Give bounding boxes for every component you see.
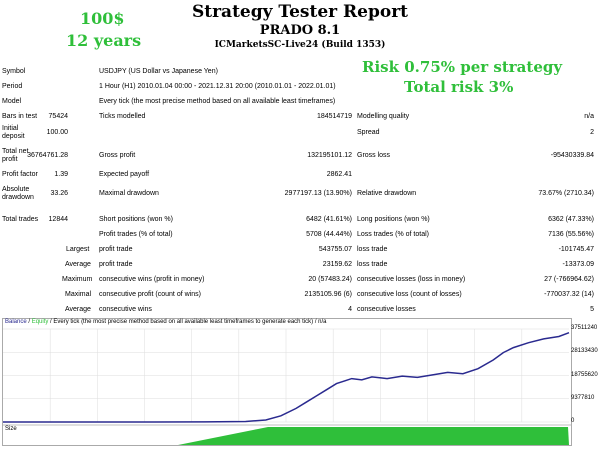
avg-wins-label: consecutive wins	[99, 306, 152, 313]
net-label-1: Total net	[2, 148, 29, 155]
model-value: Every tick (the most precise method base…	[99, 98, 336, 105]
avg-wins-value: 4	[348, 306, 352, 313]
maximal-loss-value: -770037.32 (14)	[544, 291, 594, 298]
quality-label: Modelling quality	[357, 113, 410, 120]
largest-loss-value: -101745.47	[558, 246, 594, 253]
spread-label: Spread	[357, 129, 380, 136]
caption-equity: Equity	[31, 319, 49, 325]
years-overlay: 12 years	[66, 31, 142, 50]
short-label: Short positions (won %)	[99, 216, 173, 223]
trades-label: Total trades	[2, 216, 39, 223]
total-risk-overlay: Total risk 3%	[404, 78, 514, 96]
pf-value: 1.39	[54, 171, 68, 178]
maximum-word: Maximum	[62, 276, 93, 283]
size-volume-area	[178, 427, 569, 445]
net-value: 36764761.28	[27, 152, 68, 159]
period-label: Period	[2, 83, 23, 90]
trades-value: 12844	[48, 216, 68, 223]
avg-losses-label: consecutive losses	[357, 306, 416, 313]
y-tick-label: 9377810	[571, 394, 595, 401]
average-profit-label: profit trade	[99, 261, 133, 268]
y-tick-label: 28133430	[571, 348, 598, 355]
avg-consec-word: Average	[65, 306, 91, 313]
payoff-label: Expected payoff	[99, 171, 150, 178]
long-value: 6362 (47.33%)	[548, 216, 594, 223]
loss-trades-label: Loss trades (% of total)	[357, 231, 429, 238]
period-value: 1 Hour (H1) 2010.01.04 00:00 - 2021.12.3…	[99, 83, 336, 90]
chart-caption: Balance / Equity / Every tick (the most …	[5, 319, 327, 325]
gross-loss-label: Gross loss	[357, 152, 391, 159]
max-dd-value: 2977197.13 (13.90%)	[284, 190, 352, 197]
pf-label: Profit factor	[2, 171, 38, 178]
caption-balance: Balance	[5, 319, 27, 325]
profit-trades-value: 5708 (44.44%)	[306, 231, 352, 238]
short-value: 6482 (41.61%)	[306, 216, 352, 223]
loss-trades-value: 7136 (55.56%)	[548, 231, 594, 238]
deposit-label-1: Initial	[2, 125, 19, 132]
symbol-label: Symbol	[2, 68, 26, 75]
largest-loss-label: loss trade	[357, 246, 388, 253]
maximal-loss-label: consecutive loss (count of losses)	[357, 291, 462, 298]
y-tick-label: 37511240	[571, 325, 598, 331]
deposit-overlay: 100$	[80, 9, 125, 28]
bars-value: 75424	[48, 113, 68, 120]
payoff-value: 2862.41	[326, 171, 352, 178]
average-profit-value: 23159.62	[322, 261, 352, 268]
size-label: Size	[5, 426, 17, 432]
average-loss-label: loss trade	[357, 261, 388, 268]
maximal-profit-value: 2135105.96 (6)	[304, 291, 352, 298]
model-label: Model	[2, 98, 22, 105]
largest-word: Largest	[66, 246, 90, 253]
ticks-value: 184514719	[316, 113, 352, 120]
y-tick-label: 18755620	[571, 371, 598, 378]
avg-losses-value: 5	[590, 306, 594, 313]
deposit-label-2: deposit	[2, 133, 25, 140]
max-wins-value: 20 (57483.24)	[308, 276, 352, 283]
y-tick-label: 0	[571, 418, 575, 424]
max-losses-value: 27 (-766964.62)	[544, 276, 594, 283]
average-loss-value: -13373.09	[562, 261, 594, 268]
long-label: Long positions (won %)	[357, 216, 430, 223]
balance-chart-svg	[3, 328, 571, 445]
balance-chart	[2, 318, 572, 446]
maximal-word: Maximal	[65, 291, 92, 298]
ticks-label: Ticks modelled	[99, 113, 146, 120]
symbol-value: USDJPY (US Dollar vs Japanese Yen)	[99, 68, 218, 75]
caption-sep: /	[26, 319, 32, 325]
average-word: Average	[65, 261, 91, 268]
risk-per-strategy-overlay: Risk 0.75% per strategy	[362, 58, 563, 76]
rel-dd-label: Relative drawdown	[357, 190, 417, 197]
report-title: Strategy Tester Report	[191, 2, 409, 22]
gross-loss-value: -95430339.84	[550, 152, 594, 159]
spread-value: 2	[590, 129, 594, 136]
server-build: ICMarketsSC-Live24 (Build 1353)	[214, 40, 386, 50]
max-dd-label: Maximal drawdown	[99, 190, 159, 197]
abs-dd-label-1: Absolute	[2, 186, 30, 193]
max-losses-label: consecutive losses (loss in money)	[357, 276, 466, 283]
largest-profit-label: profit trade	[99, 246, 133, 253]
net-label-2: profit	[2, 156, 18, 163]
ea-name: PRADO 8.1	[259, 23, 341, 38]
gross-profit-value: 132195101.12	[307, 152, 352, 159]
rel-dd-value: 73.67% (2710.34)	[538, 190, 594, 197]
deposit-value: 100.00	[46, 129, 68, 136]
abs-dd-value: 33.26	[50, 190, 68, 197]
bars-label: Bars in test	[2, 113, 38, 120]
quality-value: n/a	[584, 113, 594, 120]
balance-series-line	[3, 331, 570, 423]
profit-trades-label: Profit trades (% of total)	[99, 231, 173, 238]
abs-dd-label-2: drawdown	[2, 194, 34, 201]
caption-rest: / Every tick (the most precise method ba…	[48, 319, 327, 325]
largest-profit-value: 543755.07	[318, 246, 352, 253]
maximal-profit-label: consecutive profit (count of wins)	[99, 291, 201, 298]
gross-profit-label: Gross profit	[99, 152, 136, 159]
max-wins-label: consecutive wins (profit in money)	[99, 276, 205, 283]
